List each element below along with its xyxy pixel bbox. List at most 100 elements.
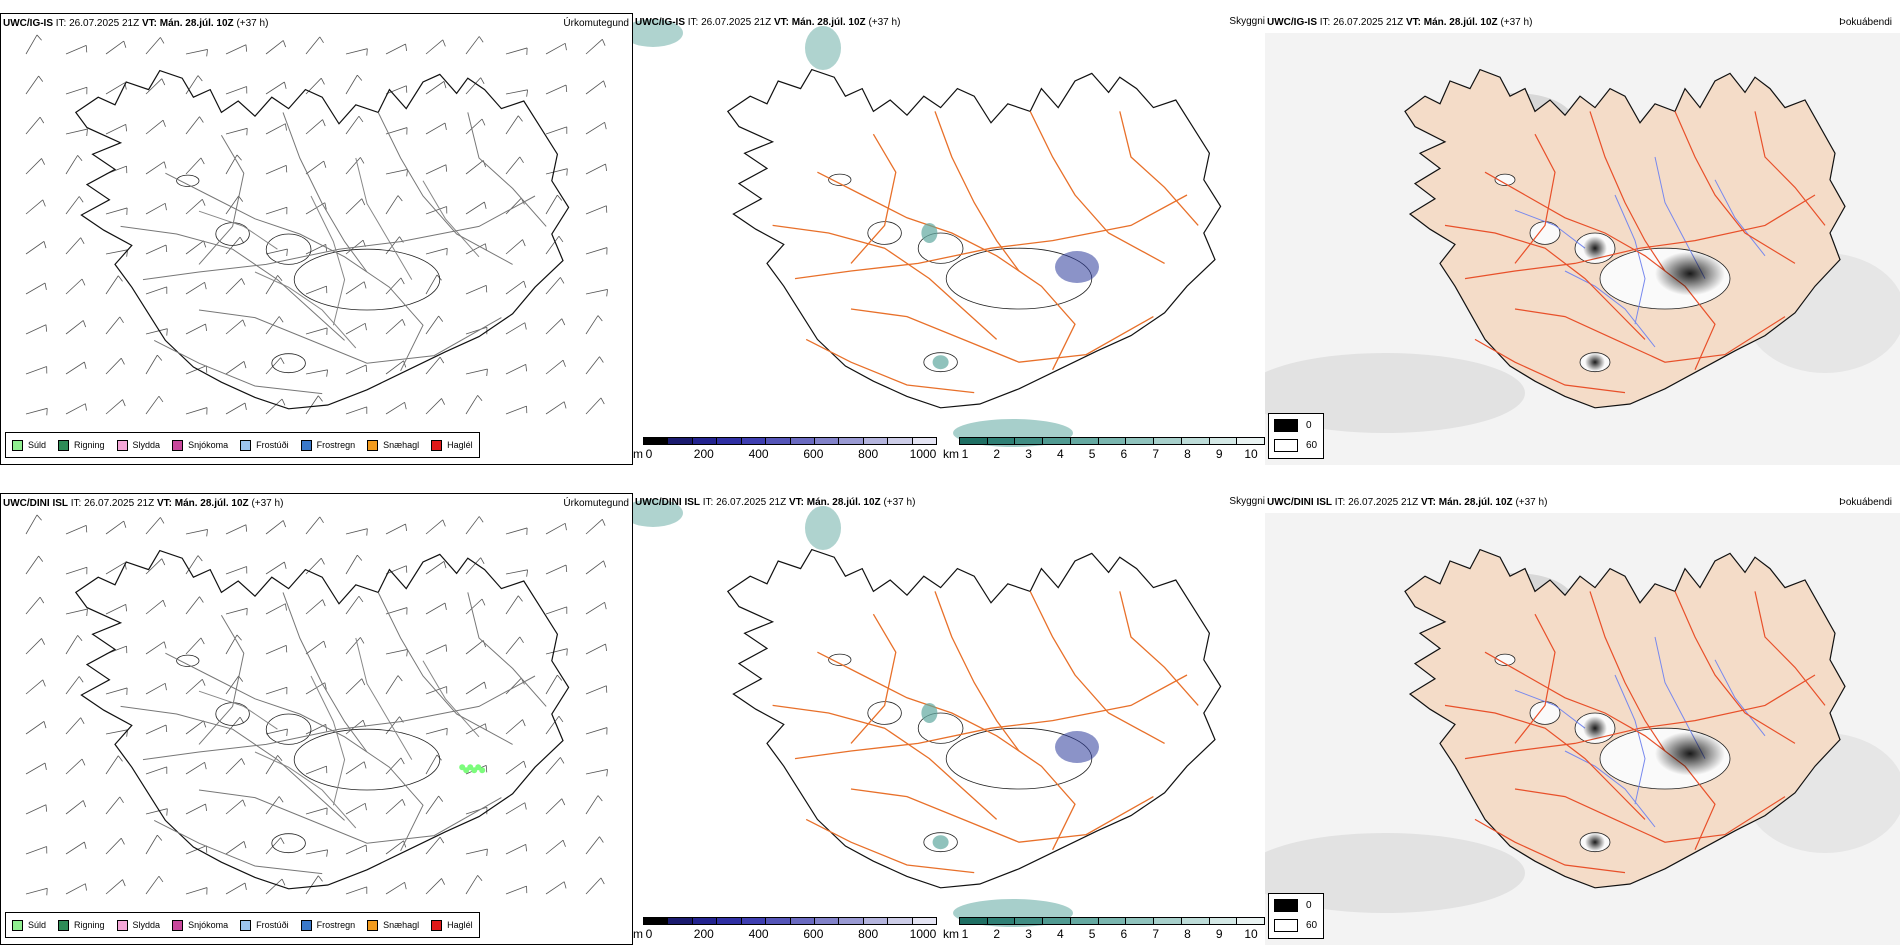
wind-barb (305, 202, 326, 215)
colorbar-tick-label: 4 (1056, 447, 1064, 461)
wind-barb-feather (243, 841, 247, 849)
wind-barb (465, 806, 488, 815)
wind-barb (545, 564, 567, 575)
colorbar-tick-label: 600 (803, 927, 824, 941)
wind-barb (385, 798, 403, 815)
wind-barb (505, 197, 522, 215)
wind-barb (585, 685, 607, 695)
wind-barb (105, 520, 125, 535)
wind-barb-feather (439, 356, 445, 364)
wind-barb (65, 196, 80, 215)
wind-barb-feather (200, 637, 205, 645)
colorbar-cell (912, 438, 937, 444)
wind-barb (425, 39, 444, 55)
colorbar-tick-label: 400 (748, 927, 769, 941)
wind-barb-feather (486, 369, 488, 377)
road-line (1514, 308, 1786, 363)
wind-barb-feather (566, 168, 568, 176)
wind-barb (385, 523, 406, 535)
colorbar-cell (987, 918, 1016, 924)
wind-barb-feather (286, 249, 288, 257)
wind-barb (545, 522, 566, 535)
wind-barb (145, 724, 167, 735)
wind-barb (105, 249, 128, 255)
wind-barb (385, 169, 408, 175)
wind-barb-feather (438, 795, 444, 802)
wind-barb (425, 247, 448, 255)
wind-barb (545, 277, 561, 295)
wind-barb (425, 356, 441, 375)
wind-barb-feather (120, 837, 125, 845)
legend-item: Súld (12, 919, 46, 931)
wind-barb-feather (197, 555, 203, 562)
colorbar-cell (741, 918, 767, 924)
wind-barb (345, 198, 363, 215)
legend-swatch (58, 439, 70, 451)
wind-barb (25, 282, 46, 295)
road-line (817, 651, 1076, 851)
wind-barb-feather (319, 516, 324, 524)
wind-barb (265, 81, 285, 95)
wind-barb-feather (280, 837, 285, 844)
wind-barb-feather (326, 369, 328, 377)
wind-barb-feather (286, 729, 288, 737)
colorbar-cell (766, 438, 791, 444)
wind-barb-feather (560, 757, 565, 764)
panel-type-label: Úrkomutegund (563, 498, 629, 509)
colorbar-cell (644, 438, 669, 444)
road-line (1514, 788, 1786, 843)
wind-barb-feather (81, 278, 86, 286)
colorbar-cell (1237, 918, 1265, 924)
low-visibility-area (921, 223, 938, 243)
wind-barb (585, 769, 608, 775)
wind-barb-feather (525, 364, 528, 372)
fog-legend-item: 60 (1274, 439, 1317, 452)
wind-barb-feather (161, 78, 166, 86)
wind-barb-feather (285, 123, 287, 131)
colorbar-cell (717, 438, 742, 444)
river-line (1614, 194, 1646, 325)
wind-barb (305, 369, 328, 375)
wind-barb-feather (601, 519, 606, 526)
wind-barb (585, 80, 604, 95)
wind-barb (185, 845, 207, 855)
road-line (377, 592, 513, 745)
colorbar-cell (1015, 918, 1044, 924)
wind-barb-feather (445, 164, 448, 172)
glacier-outline (176, 654, 200, 667)
wind-barb-feather (563, 881, 567, 889)
wind-barb-feather (558, 235, 564, 243)
wind-barb (185, 596, 200, 615)
wind-barb (65, 841, 85, 855)
wind-barb-feather (320, 557, 325, 565)
wind-barb-feather (360, 157, 365, 164)
colorbar-tick-label: 2 (993, 447, 1001, 461)
road-line (467, 592, 547, 707)
river-line (422, 660, 480, 738)
colorbar-tick-label: 0 (645, 927, 653, 941)
wind-barb (265, 728, 288, 735)
wind-barb (465, 598, 483, 615)
wind-barb-feather (80, 717, 85, 724)
fog-index-dark-area (1583, 716, 1607, 741)
wind-barb-feather (366, 528, 368, 536)
wind-barb-feather (45, 324, 48, 332)
road-line (120, 225, 345, 341)
wind-barb (105, 603, 126, 615)
wind-barb-feather (41, 638, 45, 645)
wind-barb (145, 244, 167, 255)
wind-barb-feather (477, 395, 483, 402)
legend-item: Snæhagl (367, 439, 419, 451)
wind-barb-feather (281, 398, 286, 406)
wind-barb (225, 154, 238, 175)
wind-barb (545, 401, 565, 415)
wind-barb (345, 115, 360, 135)
colorbar-tick-label: 8 (1184, 447, 1191, 461)
wind-barb (385, 649, 408, 655)
wind-barb (265, 645, 287, 655)
wind-barb-feather (45, 804, 48, 812)
colorbar-cell (1098, 438, 1127, 444)
wind-barb-feather (161, 558, 166, 566)
road-line (794, 674, 1188, 760)
colorbar-tick-label: 9 (1215, 927, 1223, 941)
